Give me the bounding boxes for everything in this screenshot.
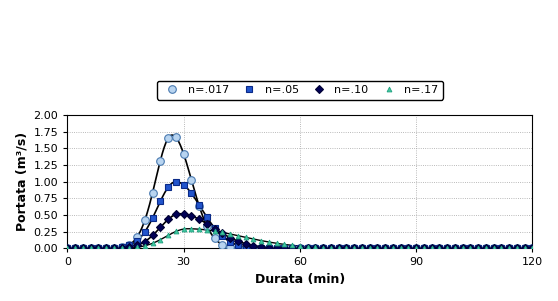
n=.05 (475, 247, 482, 250)
n=.10 (351, 247, 358, 250)
n=.17 (351, 247, 358, 250)
n=.17 (475, 247, 482, 250)
n=.17 (188, 227, 195, 231)
n=.017 (475, 247, 482, 250)
n=.10 (320, 247, 326, 250)
Line: n=.017: n=.017 (64, 134, 536, 252)
Line: n=.17: n=.17 (65, 226, 535, 251)
n=.17 (529, 247, 536, 250)
Y-axis label: Portata (m³/s): Portata (m³/s) (15, 132, 28, 231)
Legend: n=.017, n=.05, n=.10, n=.17: n=.017, n=.05, n=.10, n=.17 (157, 81, 443, 100)
n=.017 (529, 247, 536, 250)
X-axis label: Durata (min): Durata (min) (255, 273, 345, 286)
Line: n=.10: n=.10 (65, 211, 535, 251)
n=.17 (320, 246, 326, 249)
n=.05 (180, 183, 187, 187)
n=.10 (529, 247, 536, 250)
n=.017 (180, 152, 187, 156)
n=.17 (172, 230, 179, 233)
n=.017 (157, 159, 163, 163)
n=.05 (320, 247, 326, 250)
n=.10 (64, 247, 71, 250)
n=.10 (234, 239, 241, 243)
n=.10 (172, 213, 179, 216)
n=.017 (172, 135, 179, 139)
n=.17 (157, 238, 163, 241)
n=.17 (64, 247, 71, 250)
n=.017 (320, 247, 326, 250)
n=.05 (234, 244, 241, 247)
n=.05 (172, 180, 179, 184)
n=.017 (351, 247, 358, 250)
n=.017 (234, 246, 241, 250)
n=.10 (475, 247, 482, 250)
n=.10 (180, 212, 187, 216)
n=.17 (234, 234, 241, 237)
n=.10 (157, 225, 163, 229)
n=.05 (529, 247, 536, 250)
n=.05 (157, 200, 163, 203)
Line: n=.05: n=.05 (64, 178, 536, 252)
n=.05 (64, 247, 71, 250)
n=.05 (351, 247, 358, 250)
n=.017 (64, 247, 71, 250)
